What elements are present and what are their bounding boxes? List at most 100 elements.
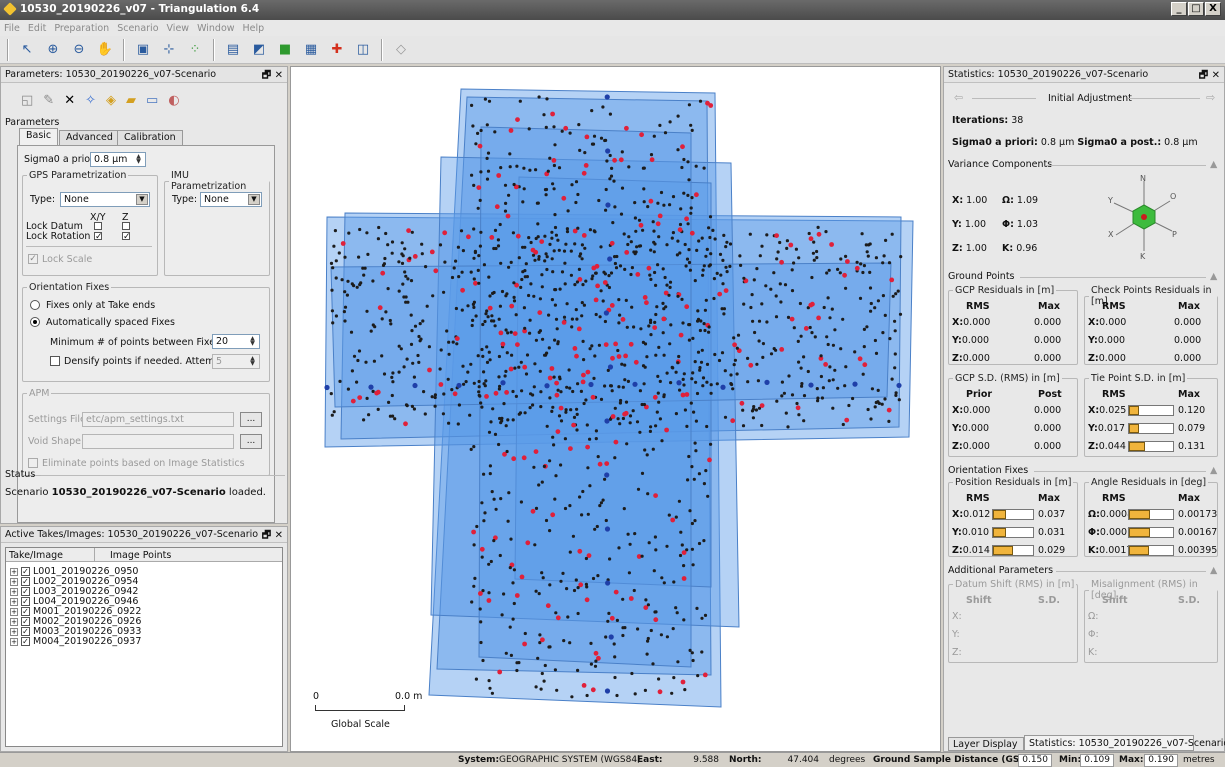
wand-icon[interactable]: ✧ [85,93,97,108]
maximize-button[interactable]: □ [1188,2,1204,16]
min-points-input[interactable]: 20 ▲ ▼ [212,334,260,349]
collapse-icon[interactable]: ▲ [1210,271,1218,282]
run-adjustment-icon[interactable]: ✚ [331,42,343,57]
pan-hand-icon[interactable]: ✋ [96,42,114,57]
panel-float-close-icon[interactable]: 🗗 ✕ [261,70,283,81]
tab-advanced[interactable]: Advanced [59,130,120,145]
expand-icon[interactable]: + [10,617,18,626]
spinner-icon[interactable]: ▲ ▼ [250,355,255,367]
gsd-min-label: Min: [1059,755,1082,765]
menu-file[interactable]: File [4,22,20,34]
footprints-map[interactable] [291,67,940,751]
close-button[interactable]: X [1205,2,1221,16]
notes-icon[interactable]: ▰ [126,93,137,108]
menu-window[interactable]: Window [197,22,235,34]
take-checkbox[interactable]: ✓ [21,637,30,646]
zoom-in-icon[interactable]: ⊕ [47,42,59,57]
menu-scenario[interactable]: Scenario [117,22,159,34]
take-item[interactable]: + ✓ L001_20190226_0950 [10,566,138,577]
panel-float-close-icon[interactable]: 🗗 ✕ [1198,70,1220,81]
expand-icon[interactable]: + [10,627,18,636]
expand-icon[interactable]: + [10,607,18,616]
take-item[interactable]: + ✓ M001_20190226_0922 [10,606,141,617]
chart-icon[interactable]: ◩ [252,42,266,57]
image-window-icon[interactable]: ▣ [136,42,150,57]
tie-point [629,272,633,277]
void-shape-input[interactable] [82,434,234,449]
take-image-column-header[interactable]: Take/Image [9,550,64,561]
flagged-point [723,288,729,293]
collapse-icon[interactable]: ▲ [1210,565,1218,576]
spinner-icon[interactable]: ▲ ▼ [250,335,255,347]
take-checkbox[interactable]: ✓ [21,617,30,626]
map-view[interactable]: 0 0.0 m Global Scale [290,66,941,752]
table-icon[interactable]: ▤ [226,42,240,57]
new-icon[interactable]: ◱ [21,93,34,108]
delete-icon[interactable]: ✕ [64,93,76,108]
chevron-down-icon[interactable]: ▼ [136,194,148,205]
layers-icon[interactable]: ■ [278,42,292,57]
lock-rotation-z-checkbox[interactable]: ✓ [122,232,131,242]
eraser-icon[interactable]: ◇ [396,42,406,57]
take-checkbox[interactable]: ✓ [21,587,30,596]
expand-icon[interactable]: + [10,637,18,646]
densify-attempts-input[interactable]: 5 ▲ ▼ [212,354,260,369]
sigma0-input[interactable]: 0.8 µm ▲ ▼ [90,152,146,167]
report-icon[interactable]: ▦ [304,42,318,57]
take-checkbox[interactable]: ✓ [21,567,30,576]
zoom-out-icon[interactable]: ⊖ [73,42,85,57]
spinner-icon[interactable]: ▲ ▼ [136,153,141,165]
tab-basic[interactable]: Basic [19,128,59,145]
fixes-take-ends-radio[interactable] [30,300,40,310]
densify-checkbox[interactable] [50,356,60,366]
gps-type-select[interactable]: None ▼ [60,192,150,207]
measure-icon[interactable]: ⊹ [163,42,175,57]
tab-calibration[interactable]: Calibration [117,130,183,145]
take-checkbox[interactable]: ✓ [21,577,30,586]
menu-edit[interactable]: Edit [27,22,47,34]
take-item[interactable]: + ✓ L004_20190226_0946 [10,596,138,607]
take-checkbox[interactable]: ✓ [21,627,30,636]
collapse-icon[interactable]: ▲ [1210,159,1218,170]
apm-settings-browse-button[interactable]: ... [240,412,262,427]
take-item[interactable]: + ✓ M002_20190226_0926 [10,616,141,627]
take-item[interactable]: + ✓ M004_20190226_0937 [10,636,141,647]
tag-icon[interactable]: ◈ [106,93,117,108]
take-item[interactable]: + ✓ M003_20190226_0933 [10,626,141,637]
take-checkbox[interactable]: ✓ [21,607,30,616]
take-item[interactable]: + ✓ L002_20190226_0954 [10,576,138,587]
image-points-column-header[interactable]: Image Points [110,550,172,561]
window-icon[interactable]: ◫ [356,42,370,57]
clear-icon[interactable]: ◐ [168,93,180,108]
eliminate-points-checkbox[interactable] [28,458,38,468]
lock-datum-z-checkbox[interactable] [122,222,130,230]
take-item[interactable]: + ✓ L003_20190226_0942 [10,586,138,597]
list-icon[interactable]: ▭ [146,93,159,108]
collapse-icon[interactable]: ▲ [1210,465,1218,476]
lock-scale-checkbox[interactable]: ✓ [28,254,38,264]
menu-help[interactable]: Help [242,22,265,34]
panel-float-close-icon[interactable]: 🗗 ✕ [261,530,283,541]
apm-settings-input[interactable]: etc/apm_settings.txt [82,412,234,427]
fixes-auto-radio[interactable] [30,317,40,327]
chevron-down-icon[interactable]: ▼ [248,194,260,205]
expand-icon[interactable]: + [10,567,18,576]
take-checkbox[interactable]: ✓ [21,597,30,606]
next-arrow-icon[interactable]: ⇨ [1206,91,1216,104]
prev-arrow-icon[interactable]: ⇦ [954,91,964,104]
edit-icon[interactable]: ✎ [43,93,55,108]
tab-statistics[interactable]: Statistics: 10530_20190226_v07-Scenario [1024,735,1225,751]
menu-preparation[interactable]: Preparation [54,22,110,34]
expand-icon[interactable]: + [10,577,18,586]
lock-datum-xy-checkbox[interactable] [94,222,102,230]
lock-rotation-xy-checkbox[interactable]: ✓ [94,232,103,242]
imu-type-select[interactable]: None ▼ [200,192,262,207]
void-shape-browse-button[interactable]: ... [240,434,262,449]
minimize-button[interactable]: _ [1171,2,1187,16]
expand-icon[interactable]: + [10,597,18,606]
menu-view[interactable]: View [166,22,190,34]
grid-points-icon[interactable]: ⁘ [189,42,201,57]
select-pointer-icon[interactable]: ↖ [21,42,33,57]
tab-layer-display[interactable]: Layer Display [948,737,1024,751]
expand-icon[interactable]: + [10,587,18,596]
